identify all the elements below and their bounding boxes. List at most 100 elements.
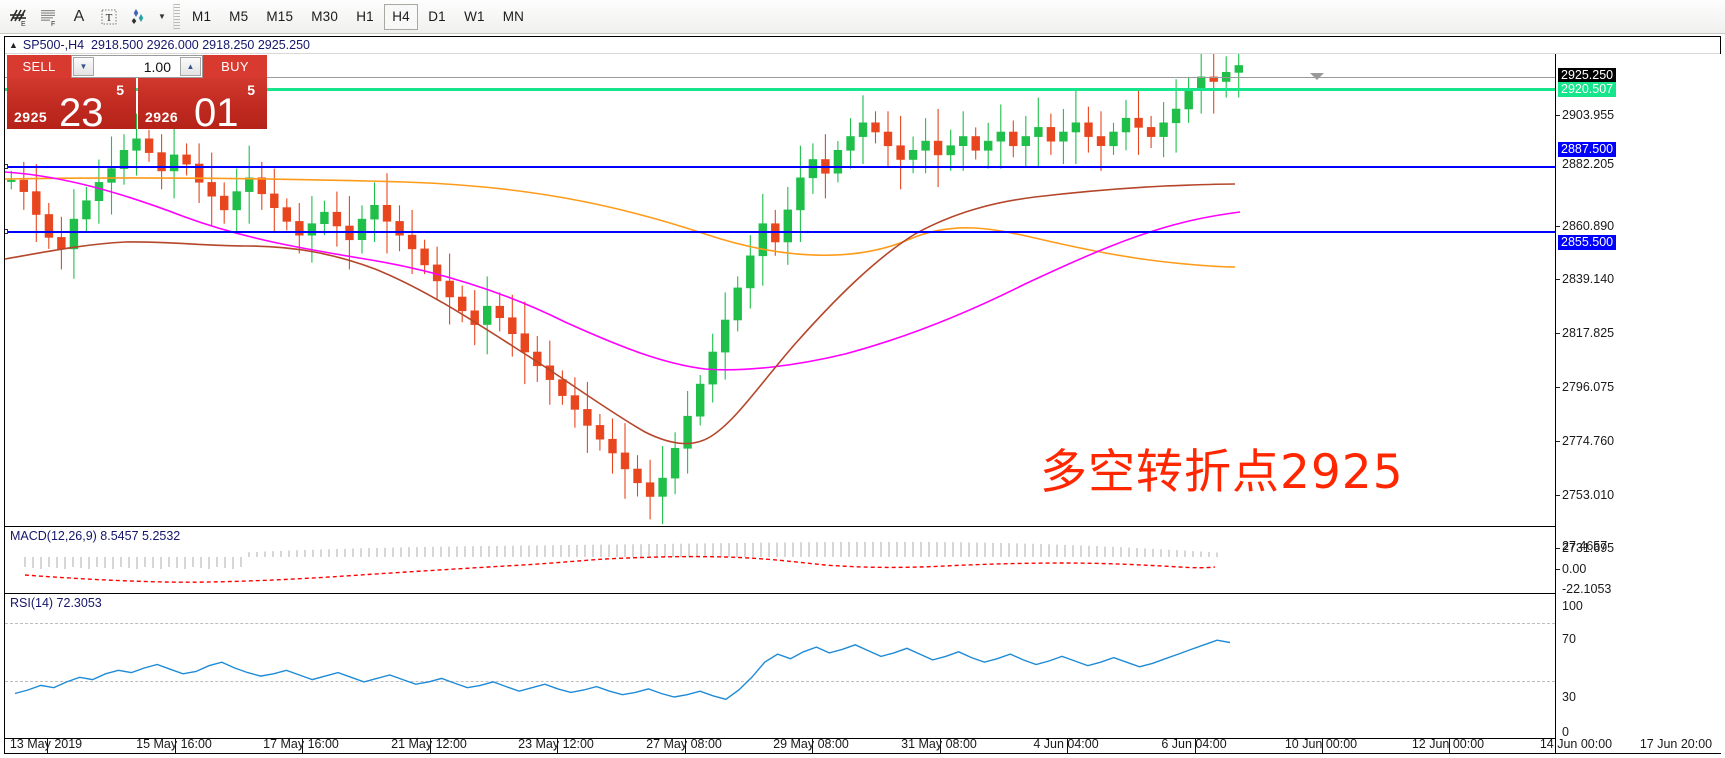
price-tick-label: 2882.205 — [1562, 157, 1615, 171]
trade-panel-header: SELL ▼ 1.00 ▲ BUY — [7, 55, 267, 78]
sell-price-fraction: 5 — [116, 82, 124, 98]
rsi-label: RSI(14) 72.3053 — [10, 596, 102, 610]
timeframe-m5[interactable]: M5 — [229, 9, 249, 24]
timeframe-m1[interactable]: M1 — [192, 9, 212, 24]
objects-dropdown-caret-icon[interactable]: ▼ — [158, 12, 166, 21]
macd-axis-min: -22.1053 — [1562, 582, 1612, 596]
main-toolbar: E F A T — [0, 0, 1725, 34]
ask-price-line — [5, 88, 1555, 91]
rsi-axis-70: 70 — [1562, 632, 1576, 646]
text-label-icon[interactable]: T — [94, 3, 124, 31]
time-label: 10 Jun 00:00 — [1284, 737, 1358, 751]
timeframe-d1[interactable]: D1 — [428, 9, 446, 24]
macd-axis-max: 27.4657 — [1562, 539, 1608, 553]
macd-axis-zero: 0.00 — [1562, 562, 1587, 576]
sell-button[interactable]: SELL — [7, 55, 71, 78]
time-tick — [812, 739, 813, 753]
sell-price-quote[interactable]: 2925 23 5 — [7, 78, 136, 133]
time-label: 29 May 08:00 — [773, 737, 849, 751]
time-tick — [175, 739, 176, 753]
rsi-axis-100: 100 — [1562, 599, 1583, 613]
svg-text:F: F — [51, 21, 55, 28]
rsi-chart-svg — [14, 639, 1231, 701]
time-label: 17 May 16:00 — [263, 737, 339, 751]
macd-chart-svg — [24, 541, 1218, 583]
sell-price-main: 23 — [59, 91, 104, 135]
timeframe-m30[interactable]: M30 — [311, 9, 339, 24]
volume-input[interactable]: 1.00 — [143, 58, 171, 75]
support-handle-2855[interactable] — [5, 229, 8, 234]
rsi-level-70 — [5, 623, 1555, 624]
chart-annotation-text: 多空转折点2925 — [1040, 445, 1404, 500]
resistance-line-2887[interactable] — [5, 166, 1555, 168]
buy-price-main: 01 — [194, 91, 239, 135]
rsi-axis-0: 0 — [1562, 725, 1569, 739]
timeframe-h1[interactable]: H1 — [356, 9, 374, 24]
buy-price-prefix: 2926 — [145, 109, 179, 125]
time-axis — [5, 738, 1555, 753]
price-tick-label: 2796.075 — [1562, 380, 1615, 394]
time-tick — [1067, 739, 1068, 753]
price-tick-label: 2731.695 — [1562, 541, 1615, 555]
time-tick — [430, 739, 431, 753]
svg-text:E: E — [21, 21, 26, 28]
price-tick-label: 2860.890 — [1562, 219, 1615, 233]
time-label: 21 May 12:00 — [391, 737, 467, 751]
price-axis[interactable]: 2925.250 2920.507 2903.955 2887.500 2882… — [1555, 54, 1721, 753]
price-tick-label: 2839.140 — [1562, 272, 1615, 286]
time-label: 17 Jun 20:00 — [1639, 737, 1713, 751]
indicators-icon[interactable]: E — [4, 3, 34, 31]
macd-pane[interactable]: MACD(12,26,9) 8.5457 5.2532 — [5, 526, 1555, 592]
text-tool-icon[interactable]: A — [73, 7, 85, 25]
chart-drag-marker-icon[interactable] — [1310, 73, 1324, 80]
rsi-axis-30: 30 — [1562, 690, 1576, 704]
timeframe-h4[interactable]: H4 — [384, 3, 419, 30]
symbol-info-bar: ▲ SP500-,H4 2918.500 2926.000 2918.250 2… — [5, 37, 1720, 54]
time-label: 4 Jun 04:00 — [1033, 737, 1099, 751]
rsi-pane[interactable]: RSI(14) 72.3053 — [5, 593, 1555, 737]
price-tick-label: 2774.760 — [1562, 434, 1615, 448]
sell-price-prefix: 2925 — [14, 109, 48, 125]
volume-field[interactable]: ▼ 1.00 ▲ — [71, 55, 203, 78]
resistance-handle-2887[interactable] — [5, 164, 8, 169]
time-label: 27 May 08:00 — [646, 737, 722, 751]
time-label: 15 May 16:00 — [136, 737, 212, 751]
time-label: 13 May 2019 — [9, 737, 83, 751]
time-label: 23 May 12:00 — [518, 737, 594, 751]
time-label: 12 Jun 00:00 — [1411, 737, 1485, 751]
macd-label: MACD(12,26,9) 8.5457 5.2532 — [10, 529, 181, 543]
time-tick — [302, 739, 303, 753]
bid-price-label: 2925.250 — [1558, 68, 1617, 83]
svg-text:T: T — [106, 12, 113, 24]
price-tick-label: 2753.010 — [1562, 488, 1615, 502]
support-price-label: 2855.500 — [1558, 235, 1617, 250]
timeframe-mn[interactable]: MN — [502, 9, 525, 24]
one-click-trading-panel[interactable]: SELL ▼ 1.00 ▲ BUY 2925 23 5 2926 01 5 — [7, 55, 267, 133]
time-tick — [47, 739, 48, 753]
resistance-price-label: 2887.500 — [1558, 142, 1617, 157]
volume-decrement-icon[interactable]: ▼ — [73, 57, 94, 76]
price-pane[interactable]: 多空转折点2925 — [5, 54, 1555, 524]
time-label: 14 Jun 00:00 — [1539, 737, 1613, 751]
ask-price-label: 2920.507 — [1558, 82, 1617, 97]
timeframe-m15[interactable]: M15 — [266, 9, 294, 24]
time-tick — [1322, 739, 1323, 753]
time-tick — [1449, 739, 1450, 753]
time-tick — [685, 739, 686, 753]
time-axis-labels: 13 May 2019 15 May 16:00 17 May 16:00 21… — [4, 737, 1721, 757]
symbol-ohlc-text: SP500-,H4 2918.500 2926.000 2918.250 292… — [22, 38, 310, 52]
volume-increment-icon[interactable]: ▲ — [180, 57, 201, 76]
chart-window: ▲ SP500-,H4 2918.500 2926.000 2918.250 2… — [4, 36, 1721, 754]
collapse-arrow-icon[interactable]: ▲ — [9, 40, 18, 50]
trade-panel-quotes: 2925 23 5 2926 01 5 — [7, 78, 267, 133]
templates-icon[interactable]: F — [34, 3, 64, 31]
bid-price-line — [5, 77, 1555, 78]
time-tick — [940, 739, 941, 753]
buy-button[interactable]: BUY — [203, 55, 267, 78]
objects-icon[interactable] — [124, 3, 154, 31]
buy-price-quote[interactable]: 2926 01 5 — [138, 78, 267, 133]
support-line-2855[interactable] — [5, 231, 1555, 233]
price-tick-label: 2903.955 — [1562, 108, 1615, 122]
timeframe-w1[interactable]: W1 — [464, 9, 485, 24]
time-label: 31 May 08:00 — [901, 737, 977, 751]
